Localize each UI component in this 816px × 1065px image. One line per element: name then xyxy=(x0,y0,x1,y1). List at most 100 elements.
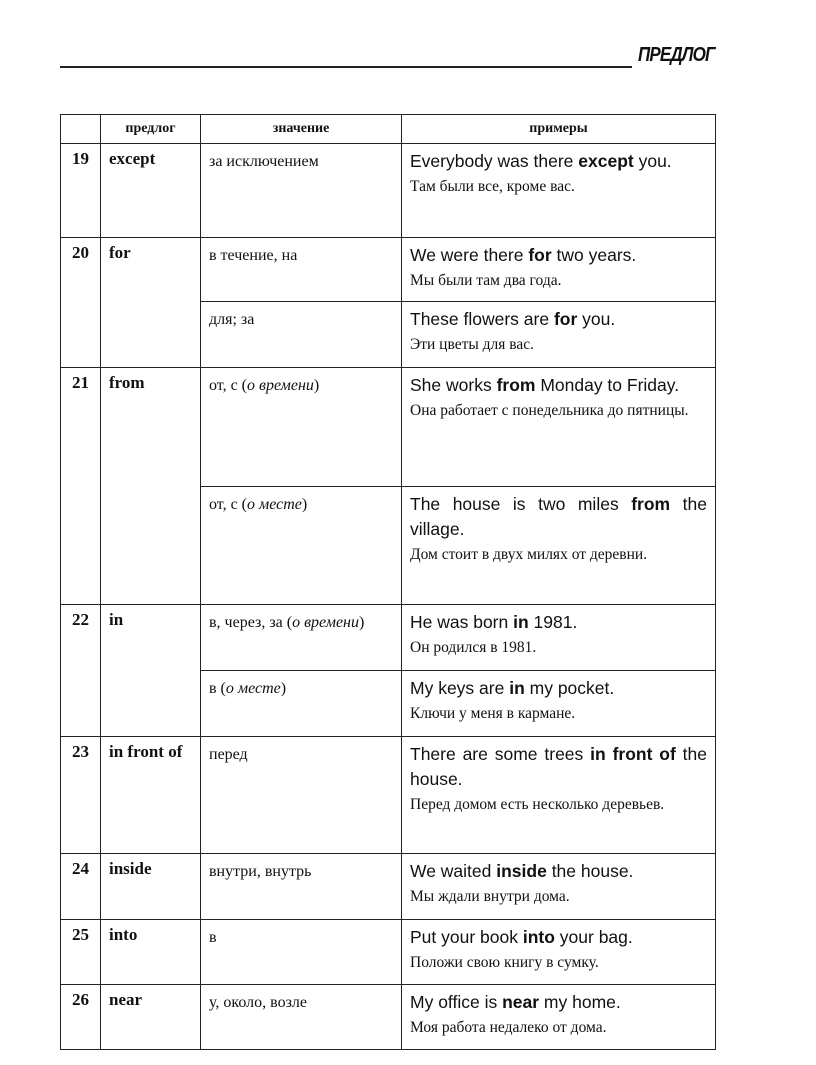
example-russian: Там были все, кроме вас. xyxy=(410,178,575,195)
example-cell: These flowers are for you. Эти цветы для … xyxy=(401,301,716,368)
text-segment: He was born xyxy=(410,612,514,632)
example-russian: Она работает с понедельника до пятницы. xyxy=(410,402,689,419)
preposition: inside xyxy=(100,853,201,920)
text-segment: в, через, за ( xyxy=(209,614,293,631)
meaning-cell: перед xyxy=(200,736,402,854)
row-number: 19 xyxy=(60,143,101,238)
example-cell: She works from Monday to Friday. Она рабо… xyxy=(401,367,716,487)
text-segment: you. xyxy=(633,151,672,171)
example-cell: My office is near my home. Моя работа нед… xyxy=(401,984,716,1050)
text-segment: These flowers are xyxy=(410,309,554,329)
table-row: в (о месте) My keys are in my pocket. Ключ… xyxy=(61,670,716,737)
text-segment: за исключением xyxy=(209,153,319,170)
column-header-preposition: предлог xyxy=(100,114,201,144)
text-segment: в ( xyxy=(209,680,226,697)
text-segment: my home. xyxy=(539,992,621,1012)
example-english: Put your book into your bag. xyxy=(410,925,707,950)
text-segment: ) xyxy=(280,680,287,697)
example-russian: Мы ждали внутри дома. xyxy=(410,888,570,905)
table-row: для; за These flowers are for you. Эти цве… xyxy=(61,301,716,368)
bold-term: inside xyxy=(496,861,547,881)
example-english: My keys are in my pocket. xyxy=(410,676,707,701)
text-segment: the house. xyxy=(546,861,634,881)
text-segment: There are some trees xyxy=(410,744,591,764)
header-rule xyxy=(60,66,632,68)
column-header-meaning: значение xyxy=(200,114,402,144)
text-segment: two years. xyxy=(551,245,637,265)
meaning-cell: за исключением xyxy=(200,143,402,238)
example-cell: We waited inside the house. Мы ждали внут… xyxy=(401,853,716,920)
example-english: Everybody was there except you. xyxy=(410,149,707,174)
prepositions-table: предлог значение примеры 19 except за искл… xyxy=(60,114,716,1050)
example-russian: Моя работа недалеко от дома. xyxy=(410,1019,607,1036)
table-row: 19 except за исключением Everybody was ther… xyxy=(60,143,716,238)
example-cell: The house is two miles from the village.… xyxy=(401,486,716,605)
meaning-cell: для; за xyxy=(200,301,402,368)
italic-note: о месте xyxy=(225,680,281,697)
meaning-cell: в, через, за (о времени) xyxy=(200,604,402,671)
text-segment: ) xyxy=(301,496,308,513)
bold-term: near xyxy=(502,992,540,1012)
example-cell: There are some trees in front of the hou… xyxy=(401,736,716,854)
text-segment: в xyxy=(209,929,217,946)
text-segment: внутри, внутрь xyxy=(209,863,312,880)
table-row: 21 from от, с (о времени) She works from Mo… xyxy=(60,367,716,605)
preposition: from xyxy=(100,367,201,605)
example-english: She works from Monday to Friday. xyxy=(410,373,707,398)
text-segment: you. xyxy=(577,309,616,329)
preposition: for xyxy=(100,237,201,368)
table-row: от, с (о месте) The house is two miles fr… xyxy=(61,486,716,605)
text-segment: my pocket. xyxy=(524,678,615,698)
bold-term: in front of xyxy=(590,744,676,764)
text-segment: The house is two miles xyxy=(410,494,632,514)
meaning-cell: в xyxy=(200,919,402,985)
text-segment: перед xyxy=(209,746,248,763)
example-russian: Эти цветы для вас. xyxy=(410,336,535,353)
example-cell: He was born in 1981. Он родился в 1981. xyxy=(401,604,716,671)
table-row: 26 near у, около, возле My office is near m… xyxy=(60,984,716,1050)
example-russian: Ключи у меня в кармане. xyxy=(410,705,576,722)
example-russian: Мы были там два года. xyxy=(410,272,562,289)
text-segment: the village. xyxy=(410,494,707,539)
text-segment: Monday to Friday. xyxy=(535,375,680,395)
text-segment: We were there xyxy=(410,245,529,265)
table-row: 22 in в, через, за (о времени) He was born … xyxy=(60,604,716,737)
meaning-cell: у, около, возле xyxy=(200,984,402,1050)
column-header-number xyxy=(60,114,101,144)
bold-term: except xyxy=(578,151,634,171)
text-segment: My office is xyxy=(410,992,503,1012)
text-segment: Everybody was there xyxy=(410,151,579,171)
example-cell: Everybody was there except you. Там были … xyxy=(401,143,716,238)
example-english: These flowers are for you. xyxy=(410,307,707,332)
row-number: 24 xyxy=(60,853,101,920)
example-cell: My keys are in my pocket. Ключи у меня в … xyxy=(401,670,716,737)
example-cell: We were there for two years. Мы были там … xyxy=(401,237,716,302)
table-row: 20 for в течение, на We were there for two … xyxy=(60,237,716,368)
example-russian: Дом стоит в двух милях от деревни. xyxy=(410,546,648,563)
row-number: 21 xyxy=(60,367,101,605)
example-english: There are some trees in front of the hou… xyxy=(410,742,707,792)
example-cell: Put your book into your bag. Положи свою … xyxy=(401,919,716,985)
text-segment: от, с ( xyxy=(209,496,248,513)
text-segment: ) xyxy=(358,614,365,631)
bold-term: for xyxy=(553,309,578,329)
example-english: My office is near my home. xyxy=(410,990,707,1015)
bold-term: from xyxy=(496,375,536,395)
text-segment: We waited xyxy=(410,861,497,881)
column-header-examples: примеры xyxy=(401,114,716,144)
table-row: 23 in front of перед There are some trees i… xyxy=(60,736,716,854)
row-number: 26 xyxy=(60,984,101,1050)
preposition: in front of xyxy=(100,736,201,854)
text-segment: Put your book xyxy=(410,927,523,947)
preposition: near xyxy=(100,984,201,1050)
meaning-cell: в (о месте) xyxy=(200,670,402,737)
meaning-cell: в течение, на xyxy=(200,237,402,302)
bold-term: in xyxy=(513,612,529,632)
table-header-row: предлог значение примеры xyxy=(60,114,716,144)
preposition: into xyxy=(100,919,201,985)
text-segment: у, около, возле xyxy=(209,994,307,1011)
preposition: except xyxy=(100,143,201,238)
bold-term: in xyxy=(509,678,525,698)
preposition: in xyxy=(100,604,201,737)
meaning-cell: от, с (о месте) xyxy=(200,486,402,605)
